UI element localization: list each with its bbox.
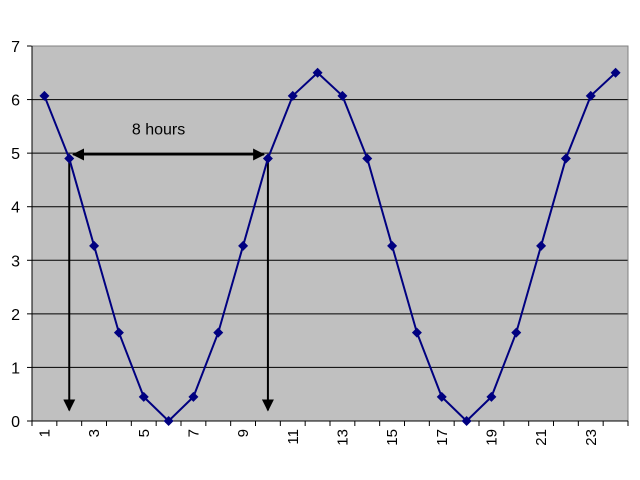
- y-tick-label: 0: [11, 414, 20, 431]
- data-point: [138, 391, 149, 402]
- x-tick-label: 13: [334, 429, 351, 446]
- x-tick-label: 3: [86, 429, 103, 437]
- data-point: [188, 391, 199, 402]
- x-tick-label: 19: [483, 429, 500, 446]
- annotation-label: 8 hours: [132, 122, 185, 139]
- data-point: [89, 240, 100, 251]
- x-tick-label: 7: [185, 429, 202, 437]
- y-tick-label: 3: [11, 253, 20, 270]
- data-point: [436, 391, 447, 402]
- x-tick-label: 23: [583, 429, 600, 446]
- plot-area: [32, 46, 628, 421]
- x-tick-label: 11: [285, 429, 302, 445]
- data-point: [163, 416, 174, 426]
- x-tick-label: 1: [36, 429, 53, 437]
- x-tick-label: 5: [136, 429, 153, 437]
- series-line: [43, 71, 617, 423]
- x-tick-label: 17: [434, 429, 451, 446]
- data-point: [113, 327, 124, 338]
- y-tick-label: 1: [11, 360, 20, 377]
- data-point: [585, 90, 596, 101]
- y-tick-label: 2: [11, 307, 20, 324]
- x-tick-label: 9: [235, 429, 252, 437]
- data-point: [39, 90, 50, 101]
- x-tick-label: 21: [533, 429, 550, 446]
- y-tick-label: 7: [11, 39, 20, 56]
- data-point: [287, 90, 298, 101]
- y-tick-label: 4: [11, 200, 20, 217]
- y-tick-label: 6: [11, 93, 20, 110]
- y-tick-label: 5: [11, 146, 20, 163]
- data-point: [461, 416, 472, 426]
- data-point: [262, 153, 273, 164]
- data-point: [213, 327, 224, 338]
- data-point: [64, 153, 75, 164]
- data-point: [337, 90, 348, 101]
- data-point: [560, 153, 571, 164]
- data-point: [387, 240, 398, 251]
- data-point: [486, 391, 497, 402]
- x-tick-label: 15: [384, 429, 401, 446]
- data-point: [511, 327, 522, 338]
- data-point: [312, 67, 323, 78]
- data-point: [362, 153, 373, 164]
- data-point: [610, 67, 621, 78]
- data-point: [536, 240, 547, 251]
- data-point: [238, 240, 249, 251]
- data-point: [411, 327, 422, 338]
